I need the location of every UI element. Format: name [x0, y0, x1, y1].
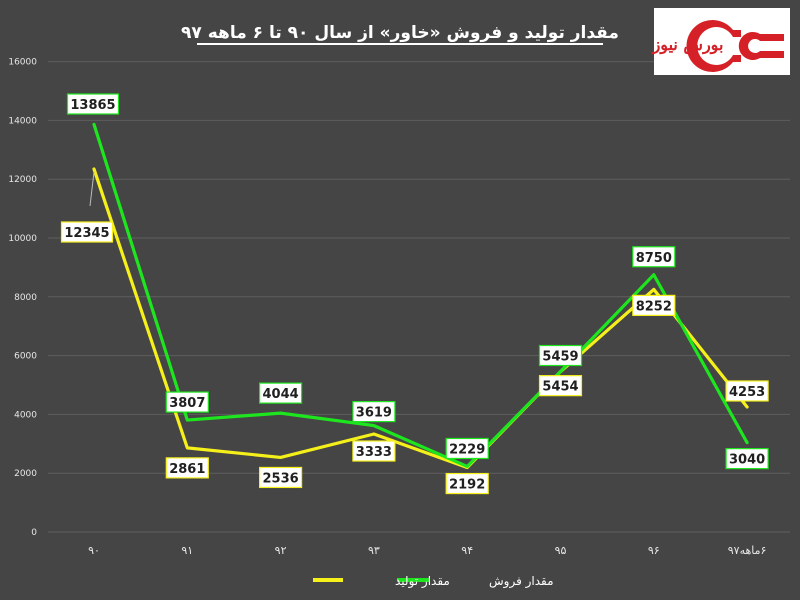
production-label-box — [445, 472, 489, 495]
x-tick-label: ۹۳ — [368, 544, 380, 557]
x-axis-ticks: ۹۰ ۹۱ ۹۲ ۹۳ ۹۴ ۹۵ ۹۶ ۶ماهه۹۷ — [88, 544, 766, 557]
production-data-label: 2536 — [263, 471, 299, 486]
sales-label-box — [632, 246, 676, 268]
production-data-label: 4253 — [729, 385, 765, 400]
y-tick-label: 8000 — [14, 293, 37, 303]
sales-data-label: 2229 — [449, 442, 485, 457]
sales-data-label: 13865 — [70, 98, 115, 113]
y-tick-label: 12000 — [8, 175, 37, 185]
x-tick-label: ۶ماهه۹۷ — [728, 544, 767, 557]
sales-label-box — [538, 344, 583, 367]
legend: مقدار فروش مقدار تولید — [313, 574, 554, 589]
production-label-box — [60, 221, 114, 243]
x-tick-label: ۹۰ — [88, 544, 100, 557]
sales-data-label: 5459 — [542, 350, 578, 365]
legend-label-sales: مقدار فروش — [489, 574, 554, 589]
sales-data-label: 3040 — [729, 453, 765, 468]
x-tick-label: ۹۵ — [555, 544, 567, 557]
sales-label-box — [352, 401, 396, 423]
production-data-label: 3333 — [356, 445, 392, 460]
sales-label-box — [259, 382, 303, 404]
grid — [48, 61, 790, 533]
logo: بورس نیوز — [652, 8, 790, 75]
y-tick-label: 6000 — [14, 352, 37, 362]
production-data-label: 5454 — [542, 380, 578, 395]
production-label-box — [632, 294, 676, 316]
production-label-box — [538, 375, 583, 397]
sales-data-label: 3807 — [169, 396, 205, 411]
sales-data-label: 3619 — [356, 406, 392, 421]
data-labels: 13865 3807 4044 3619 2229 5459 8750 3040 12345 28… — [60, 93, 769, 495]
leader-line — [89, 171, 95, 207]
x-tick-label: ۹۱ — [181, 544, 193, 557]
production-data-label: 8252 — [636, 299, 672, 314]
x-tick-label: ۹۶ — [648, 544, 660, 557]
legend-label-production: مقدار تولید — [395, 574, 450, 589]
sales-label-box — [725, 448, 769, 470]
production-label-box — [165, 457, 209, 479]
logo-background — [654, 8, 790, 75]
sales-label-box — [66, 93, 120, 115]
y-tick-label: 0 — [31, 528, 37, 538]
production-label-box — [352, 440, 396, 462]
production-label-box — [725, 380, 769, 402]
production-data-label: 2861 — [169, 462, 205, 477]
logo-text: بورس نیوز — [652, 35, 724, 55]
sales-data-label: 4044 — [263, 387, 299, 402]
chart-title: مقدار تولید و فروش «خاور» از سال ۹۰ تا ۶… — [181, 23, 619, 43]
y-tick-label: 16000 — [8, 58, 37, 68]
sales-data-label: 8750 — [636, 251, 672, 266]
production-line — [92, 167, 749, 470]
production-data-label: 2192 — [449, 478, 485, 493]
x-tick-label: ۹۲ — [275, 544, 287, 557]
production-label-box — [259, 466, 303, 489]
y-axis-ticks: 0 2000 4000 6000 8000 10000 12000 14000 16000 — [8, 58, 37, 538]
x-tick-label: ۹۴ — [461, 544, 473, 557]
y-tick-label: 10000 — [8, 234, 37, 244]
sales-line — [92, 122, 749, 469]
production-data-label: 12345 — [64, 226, 109, 241]
logo-mark-icon — [686, 20, 784, 72]
y-tick-label: 14000 — [8, 116, 37, 126]
y-tick-label: 4000 — [14, 410, 37, 420]
y-tick-label: 2000 — [14, 469, 37, 479]
sales-label-box — [445, 437, 489, 460]
sales-label-box — [165, 391, 209, 413]
